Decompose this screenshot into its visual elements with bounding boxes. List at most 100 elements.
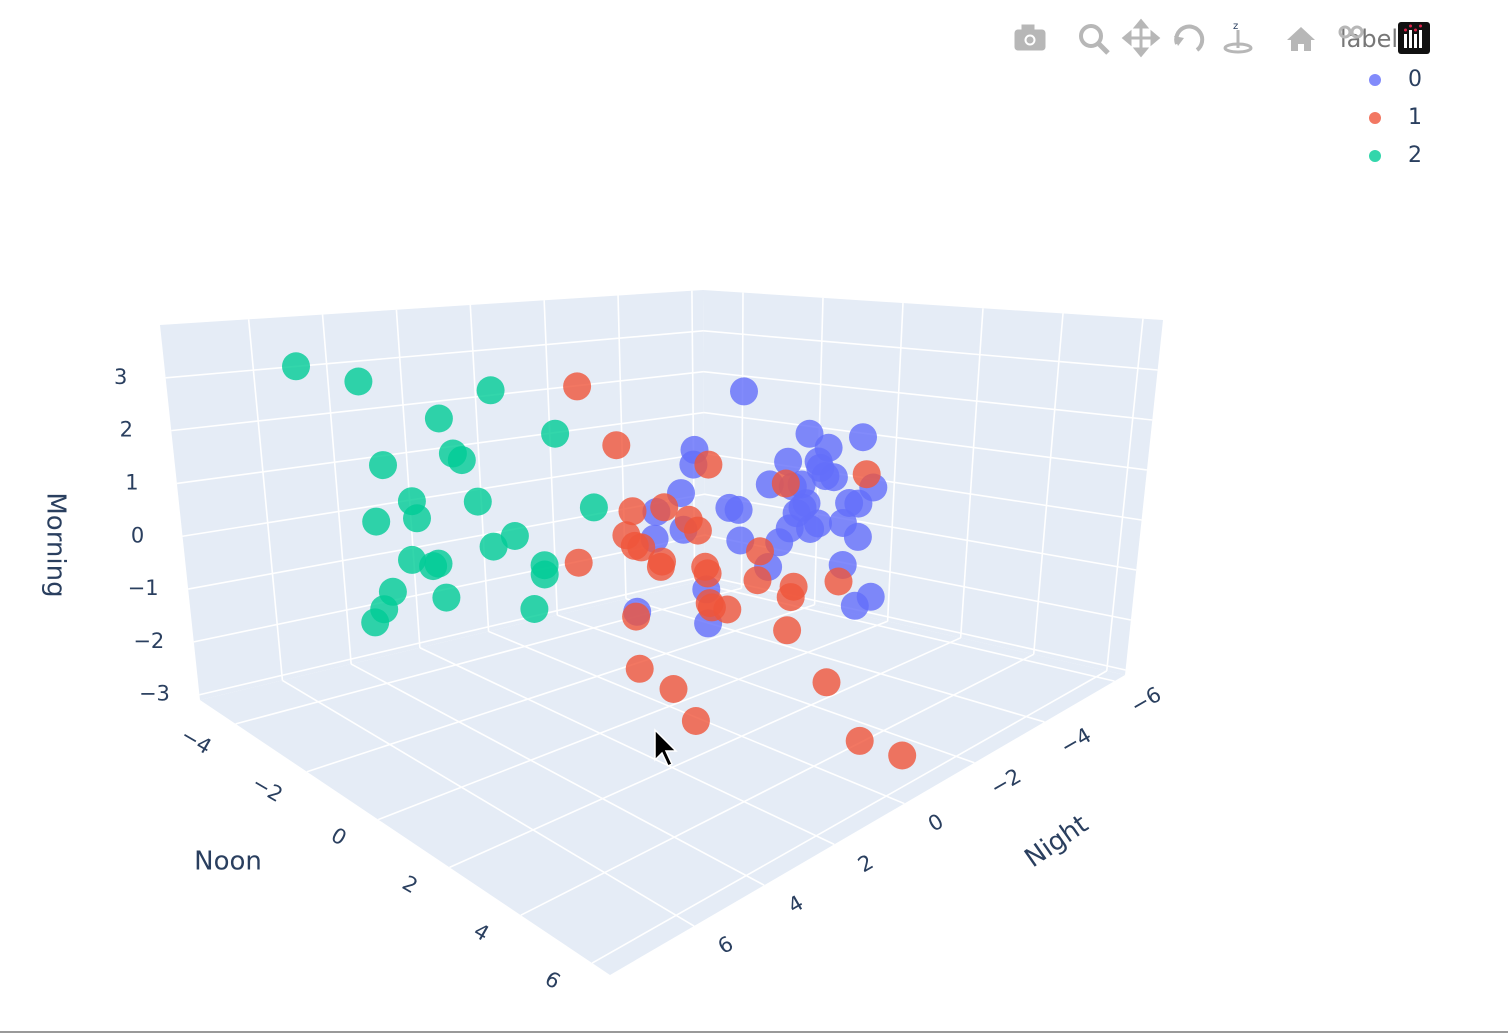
pan-icon[interactable] — [1121, 18, 1161, 58]
tick-label: −1 — [128, 576, 159, 600]
grid-line — [886, 303, 904, 622]
cursor — [654, 728, 678, 768]
home-icon[interactable] — [1287, 27, 1315, 51]
point — [782, 499, 811, 528]
point — [693, 559, 722, 588]
tick-label: 0 — [327, 823, 351, 850]
point — [814, 433, 843, 462]
back-wall-right — [703, 290, 1163, 675]
grid-line — [171, 370, 704, 432]
point — [844, 489, 873, 518]
point — [683, 516, 712, 545]
tick-label: 2 — [398, 871, 422, 898]
point — [659, 675, 688, 703]
tick-label: −3 — [139, 682, 170, 706]
tick-label: 3 — [114, 365, 127, 389]
orbit-icon[interactable] — [1174, 24, 1205, 52]
tick-label: 0 — [131, 523, 144, 547]
grid-line — [557, 614, 975, 764]
grid-line — [520, 653, 1035, 916]
point — [622, 602, 651, 631]
point — [541, 419, 570, 448]
point — [771, 469, 800, 498]
legend-label: 0 — [1408, 67, 1422, 92]
point — [403, 504, 431, 533]
point — [520, 595, 549, 623]
legend-marker — [1369, 112, 1381, 124]
y-axis-title: Night — [1019, 809, 1093, 874]
point — [774, 447, 803, 476]
tick-label: 6 — [714, 931, 738, 958]
camera-icon[interactable] — [1014, 24, 1046, 51]
x-axis-title: Noon — [194, 847, 262, 877]
point — [856, 582, 885, 611]
point — [398, 545, 426, 574]
point — [694, 450, 723, 479]
point — [476, 376, 505, 405]
grid-line — [235, 587, 742, 725]
tick-label: −6 — [1127, 682, 1166, 718]
point — [888, 741, 917, 770]
grid-line — [469, 304, 490, 632]
grid-line — [188, 493, 705, 590]
hover-icon[interactable] — [1338, 25, 1364, 39]
point — [344, 367, 373, 396]
point — [618, 497, 647, 526]
grid-line — [350, 663, 765, 886]
legend[interactable]: 0 1 2 — [1369, 67, 1422, 168]
point — [500, 522, 529, 550]
grid-line — [449, 637, 961, 869]
point — [776, 583, 805, 612]
point — [646, 552, 675, 581]
grid-line — [282, 679, 695, 927]
grid-line — [1105, 318, 1144, 671]
grid-line — [694, 581, 1115, 682]
point — [845, 726, 874, 755]
point — [620, 531, 649, 560]
zoom-icon[interactable] — [1079, 24, 1110, 55]
turntable-icon[interactable]: z — [1223, 21, 1253, 54]
point — [697, 593, 726, 622]
grid-line — [306, 604, 815, 773]
floor — [200, 580, 1125, 975]
tick-label: −2 — [133, 629, 164, 653]
point — [424, 404, 453, 433]
grid-line — [703, 330, 1158, 371]
tick-label: 4 — [470, 919, 494, 946]
tick-label: 2 — [120, 418, 133, 442]
grid-line — [377, 620, 888, 821]
tick-label: −2 — [986, 764, 1025, 800]
tick-label: 2 — [854, 850, 878, 877]
grid-line — [395, 309, 421, 648]
plotly-logo[interactable] — [1398, 22, 1430, 54]
point — [724, 495, 753, 524]
grid-line — [591, 670, 1108, 964]
point — [602, 431, 631, 460]
grid-line — [247, 319, 284, 681]
tick-label: 0 — [924, 809, 948, 836]
grid-line — [704, 575, 1126, 671]
z-axis-title: Morning — [41, 492, 71, 597]
point — [824, 567, 853, 596]
points — [282, 352, 917, 770]
legend-label: 2 — [1408, 143, 1422, 168]
grid-line — [1032, 313, 1064, 655]
tick-label: 6 — [541, 966, 565, 993]
grid-line — [704, 493, 1137, 571]
grid-line — [703, 370, 1153, 421]
point — [564, 548, 593, 577]
modebar: z — [1014, 18, 1430, 58]
point — [530, 560, 559, 589]
point — [650, 493, 679, 522]
point — [282, 352, 310, 381]
tick-label: −2 — [248, 771, 287, 807]
scene — [160, 290, 1163, 975]
tick-label: −4 — [177, 723, 216, 759]
point — [743, 566, 772, 595]
tick-label: −4 — [1057, 723, 1096, 759]
point — [479, 532, 508, 561]
tick-label: 4 — [784, 891, 808, 918]
point — [419, 552, 448, 581]
point — [432, 583, 461, 612]
point — [812, 668, 841, 697]
